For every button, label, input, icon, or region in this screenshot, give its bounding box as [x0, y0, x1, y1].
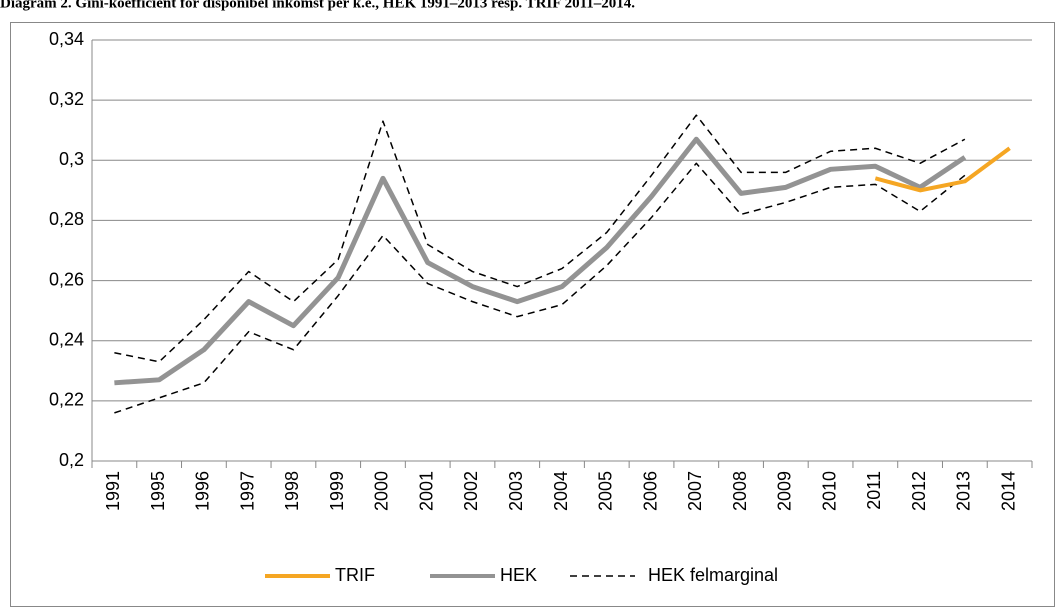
- y-tick-label: 0,34: [49, 29, 84, 49]
- y-tick-label: 0,22: [49, 390, 84, 410]
- x-tick-label: 1996: [193, 471, 213, 511]
- x-tick-label: 2011: [864, 471, 884, 510]
- x-tick-label: 2003: [506, 471, 526, 511]
- series-line: [114, 136, 967, 386]
- series-line: [874, 146, 1011, 193]
- y-tick-label: 0,28: [49, 209, 84, 229]
- x-tick-label: 2009: [775, 471, 795, 511]
- x-tick-label: 2005: [596, 471, 616, 511]
- y-tick-label: 0,24: [49, 329, 84, 349]
- x-tick-label: 2012: [909, 471, 929, 511]
- legend-label: TRIF: [335, 565, 375, 585]
- series-line: [114, 162, 966, 414]
- x-tick-label: 1991: [103, 471, 123, 511]
- x-tick-label: 1999: [327, 471, 347, 511]
- x-tick-label: 1998: [282, 471, 302, 511]
- x-tick-label: 2004: [551, 471, 571, 511]
- x-tick-label: 2001: [416, 471, 436, 511]
- chart-title: Diagram 2. Gini-koefficient för disponib…: [0, 0, 635, 11]
- y-tick-label: 0,32: [49, 89, 84, 109]
- y-tick-label: 0,3: [59, 149, 84, 169]
- x-tick-label: 2007: [685, 471, 705, 511]
- chart-border: [10, 22, 1055, 607]
- x-tick-label: 2014: [998, 471, 1018, 511]
- x-tick-label: 1997: [237, 471, 257, 511]
- x-tick-label: 2008: [730, 471, 750, 511]
- y-tick-label: 0,26: [49, 269, 84, 289]
- series-line: [114, 114, 966, 363]
- x-tick-label: 1995: [148, 471, 168, 511]
- x-tick-label: 2006: [640, 471, 660, 511]
- x-tick-label: 2002: [461, 471, 481, 511]
- x-tick-label: 2013: [954, 471, 974, 511]
- legend-label: HEK: [500, 565, 537, 585]
- legend-label: HEK felmarginal: [648, 565, 778, 585]
- x-tick-label: 2010: [819, 471, 839, 511]
- y-tick-label: 0,2: [59, 450, 84, 470]
- x-tick-label: 2000: [372, 471, 392, 511]
